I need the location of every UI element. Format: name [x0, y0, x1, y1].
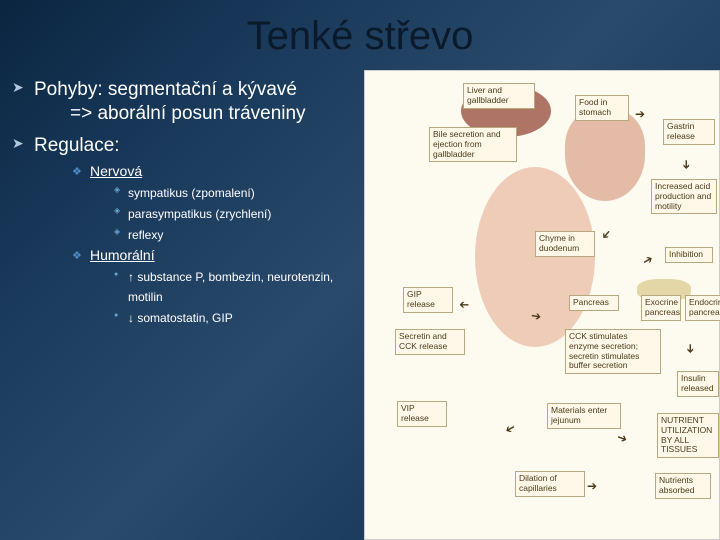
list-item: ↑ substance P, bombezin, neurotenzin, mo…	[114, 267, 356, 307]
content-column: Pohyby: segmentační a kývavé => aborální…	[12, 78, 356, 336]
flow-arrow-icon: ➔	[502, 419, 518, 437]
organ-shape	[565, 109, 645, 201]
list-item: parasympatikus (zrychlení)	[114, 204, 356, 224]
figure-label-box: Dilation of capillaries	[515, 471, 585, 497]
flow-arrow-icon: ➔	[635, 107, 645, 122]
bullet-text: Pohyby: segmentační a kývavé	[34, 78, 356, 102]
figure-label-box: Insulin released	[677, 371, 719, 397]
sub-label: Humorální	[90, 247, 155, 263]
flow-arrow-icon: ➔	[640, 251, 656, 269]
list-item: ↓ somatostatin, GIP	[114, 308, 356, 328]
sub-list-regulation: Nervová sympatikus (zpomalení) parasympa…	[72, 163, 356, 328]
figure-label-box: Bile secretion and ejection from gallbla…	[429, 127, 517, 162]
figure-label-box: Food in stomach	[575, 95, 629, 121]
slide: Tenké střevo Pohyby: segmentační a kývav…	[0, 0, 720, 540]
anatomy-figure: ➔➔➔➔➔➔➔➔➔➔Liver and gallbladderBile secr…	[364, 70, 720, 540]
bullet-movements: Pohyby: segmentační a kývavé => aborální…	[12, 78, 356, 126]
list-item: reflexy	[114, 225, 356, 245]
slide-title: Tenké střevo	[0, 0, 720, 65]
figure-label-box: Liver and gallbladder	[463, 83, 535, 109]
sub-humoral: Humorální ↑ substance P, bombezin, neuro…	[72, 247, 356, 328]
bullet-regulation: Regulace: Nervová sympatikus (zpomalení)…	[12, 134, 356, 329]
figure-label-box: Materials enter jejunum	[547, 403, 621, 429]
list-item: sympatikus (zpomalení)	[114, 183, 356, 203]
figure-label-box: Chyme in duodenum	[535, 231, 595, 257]
figure-label-box: Pancreas	[569, 295, 619, 311]
sub-label: Nervová	[90, 163, 142, 179]
figure-label-box: Increased acid production and motility	[651, 179, 717, 214]
nervous-items: sympatikus (zpomalení) parasympatikus (z…	[114, 183, 356, 245]
figure-label-box: Exocrine pancreas	[641, 295, 681, 321]
figure-label-box: Gastrin release	[663, 119, 715, 145]
bullet-text: Regulace:	[34, 134, 356, 158]
figure-label-box: GIP release	[403, 287, 453, 313]
flow-arrow-icon: ➔	[597, 226, 615, 243]
figure-label-box: Nutrients absorbed	[655, 473, 711, 499]
figure-label-box: Secretin and CCK release	[395, 329, 465, 355]
flow-arrow-icon: ➔	[683, 343, 698, 353]
figure-label-box: CCK stimulates enzyme secretion; secreti…	[565, 329, 661, 374]
flow-arrow-icon: ➔	[679, 159, 694, 169]
humoral-items: ↑ substance P, bombezin, neurotenzin, mo…	[114, 267, 356, 328]
sub-nervous: Nervová sympatikus (zpomalení) parasympa…	[72, 163, 356, 245]
figure-label-box: NUTRIENT UTILIZATION BY ALL TISSUES	[657, 413, 719, 458]
main-bullet-list: Pohyby: segmentační a kývavé => aborální…	[12, 78, 356, 328]
flow-arrow-icon: ➔	[615, 430, 630, 448]
bullet-continuation: => aborální posun tráveniny	[34, 102, 356, 126]
flow-arrow-icon: ➔	[587, 479, 597, 494]
figure-label-box: Inhibition	[665, 247, 713, 263]
flow-arrow-icon: ➔	[459, 297, 469, 312]
figure-label-box: VIP release	[397, 401, 447, 427]
figure-label-box: Endocrine pancreas	[685, 295, 720, 321]
